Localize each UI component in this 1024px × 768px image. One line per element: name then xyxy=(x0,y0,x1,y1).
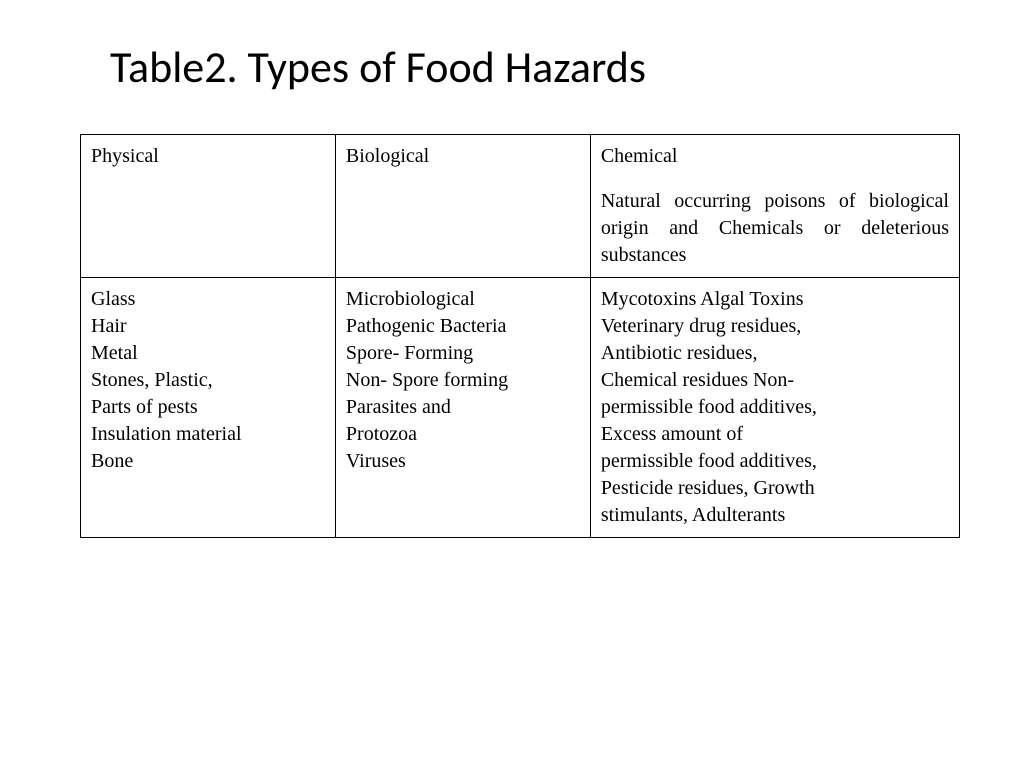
header-desc-chemical: Natural occurring poisons of biological … xyxy=(601,188,949,269)
body-cell-biological: MicrobiologicalPathogenic BacteriaSpore-… xyxy=(335,278,590,538)
header-cell-biological: Biological xyxy=(335,135,590,278)
header-cell-chemical: Chemical Natural occurring poisons of bi… xyxy=(590,135,959,278)
body-cell-physical: GlassHairMetalStones, Plastic,Parts of p… xyxy=(81,278,336,538)
header-label-chemical: Chemical xyxy=(601,143,949,170)
body-cell-chemical: Mycotoxins Algal ToxinsVeterinary drug r… xyxy=(590,278,959,538)
slide-title: Table2. Types of Food Hazards xyxy=(110,40,964,94)
body-text-biological: MicrobiologicalPathogenic BacteriaSpore-… xyxy=(346,286,580,475)
header-cell-physical: Physical xyxy=(81,135,336,278)
body-text-physical: GlassHairMetalStones, Plastic,Parts of p… xyxy=(91,286,325,475)
table-header-row: Physical Biological Chemical Natural occ… xyxy=(81,135,960,278)
hazards-table: Physical Biological Chemical Natural occ… xyxy=(80,134,960,538)
header-label-biological: Biological xyxy=(346,143,580,170)
header-label-physical: Physical xyxy=(91,143,325,170)
table-body-row: GlassHairMetalStones, Plastic,Parts of p… xyxy=(81,278,960,538)
body-text-chemical: Mycotoxins Algal ToxinsVeterinary drug r… xyxy=(601,286,949,529)
